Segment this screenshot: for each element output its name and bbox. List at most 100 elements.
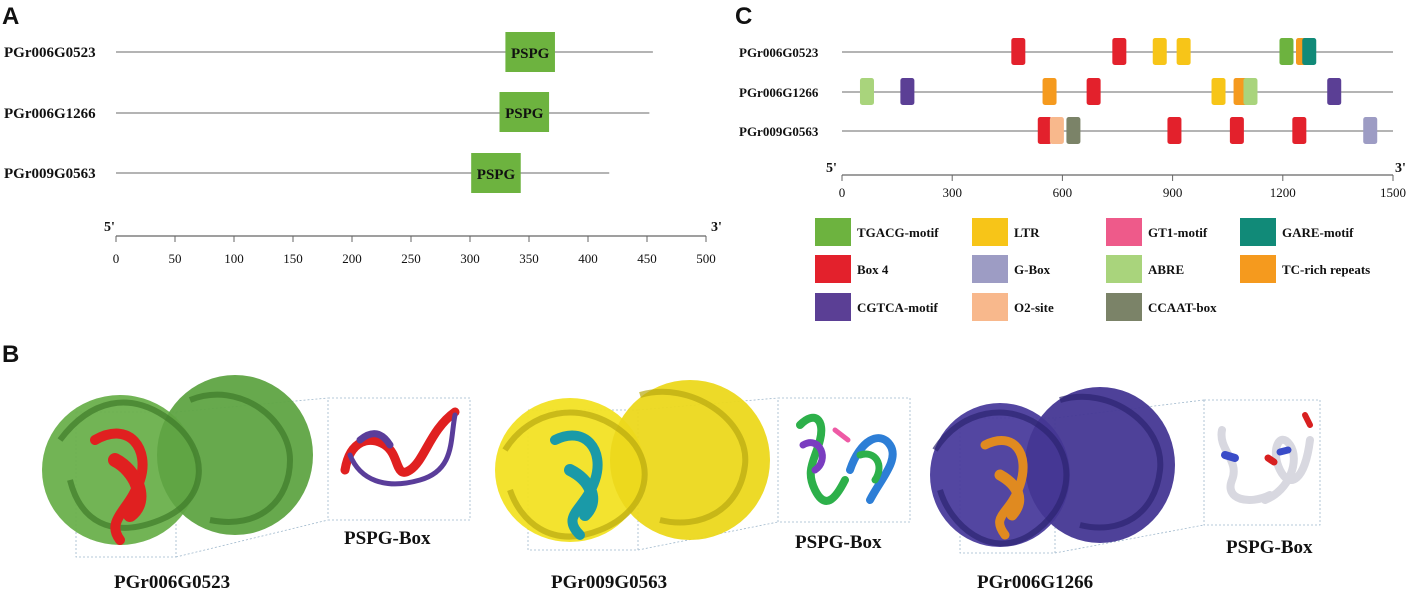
axis-tick-label: 1200 (1270, 185, 1296, 200)
legend-swatch (972, 293, 1008, 321)
axis-tick-label: 1500 (1380, 185, 1406, 200)
gene-track: PGr009G0563 PSPG (4, 153, 610, 193)
pspg-domain-label: PSPG (511, 46, 550, 62)
legend-item: O2-site (972, 293, 1054, 321)
cis-element-box-4 (1229, 117, 1244, 144)
axis-tick-label: 300 (942, 185, 962, 200)
legend-label: TGACG-motif (857, 225, 939, 240)
legend-item: GT1-motif (1106, 218, 1208, 246)
legend-label: G-Box (1014, 262, 1051, 277)
cis-element-box-4 (1086, 78, 1101, 105)
legend-swatch (1240, 255, 1276, 283)
pspg-box-ribbon (1217, 412, 1314, 504)
axis-tick-label: 200 (342, 251, 362, 266)
legend: TGACG-motif LTR GT1-motif GARE-motif Box 4 G-… (815, 218, 1370, 321)
promoter-track: PGr006G0523 (739, 38, 1393, 65)
panel-c-letter: C (735, 3, 752, 30)
cis-element-ltr (1152, 38, 1167, 65)
panel-a: A PGr006G0523 PSPG PGr006G1266 PSPG PGr0… (2, 3, 722, 266)
cis-element-box-4 (1167, 117, 1182, 144)
axis-tick-label: 100 (224, 251, 244, 266)
cis-element-box-4 (1037, 117, 1052, 144)
legend-swatch (815, 255, 851, 283)
gene-label: PGr006G1266 (739, 85, 819, 100)
pspg-box-ribbon (340, 407, 460, 487)
axis-tick-label: 600 (1053, 185, 1073, 200)
cis-elements (1011, 38, 1317, 65)
pspg-domain-label: PSPG (505, 106, 544, 122)
axis-tick-label: 900 (1163, 185, 1183, 200)
legend-swatch (1106, 218, 1142, 246)
axis-tick-label: 350 (519, 251, 539, 266)
structure-label: PGr006G0523 (114, 572, 230, 591)
axis-start-label: 5' (826, 161, 837, 176)
protein-structure: PSPG-Box PGr009G0563 (495, 380, 911, 591)
legend-label: LTR (1014, 225, 1040, 240)
cis-element-cgtca-motif (1327, 78, 1342, 105)
pspg-box-label: PSPG-Box (1226, 537, 1313, 558)
legend-item: CCAAT-box (1106, 293, 1217, 321)
pspg-box-label: PSPG-Box (344, 528, 431, 549)
pspg-domain (471, 153, 521, 193)
promoter-track: PGr006G1266 (739, 78, 1393, 105)
cis-element-box-4 (1011, 38, 1026, 65)
ribbon-model (930, 387, 1175, 547)
cis-element-gare-motif (1302, 38, 1317, 65)
gene-label: PGr006G0523 (739, 45, 819, 60)
cis-element-tgacg-motif (1279, 38, 1294, 65)
cis-element-box-4 (1292, 117, 1307, 144)
pspg-box-label: PSPG-Box (795, 532, 882, 553)
gene-track: PGr006G1266 PSPG (4, 92, 650, 132)
axis-tick-label: 50 (169, 251, 182, 266)
axis-end-label: 3' (711, 220, 722, 235)
gene-label: PGr006G1266 (4, 106, 96, 122)
legend-label: GARE-motif (1282, 225, 1354, 240)
structure-label: PGr006G1266 (977, 572, 1093, 591)
legend-label: TC-rich repeats (1282, 262, 1370, 277)
legend-swatch (1106, 255, 1142, 283)
ribbon-model (495, 380, 770, 542)
pspg-domain (499, 92, 550, 132)
pspg-box-inset (1203, 399, 1321, 526)
zoom-connector (637, 397, 779, 411)
pspg-domain-label: PSPG (477, 167, 516, 183)
gene-label: PGr009G0563 (4, 166, 96, 182)
legend-swatch (1106, 293, 1142, 321)
panel-c: C PGr006G0523 PGr006G1266 PGr009G0563 5'… (735, 3, 1406, 321)
legend-label: CGTCA-motif (857, 300, 939, 315)
cis-element-ltr (1176, 38, 1191, 65)
legend-item: G-Box (972, 255, 1051, 283)
axis-tick-label: 450 (637, 251, 657, 266)
pspg-box-ribbon (796, 413, 897, 505)
legend-item: GARE-motif (1240, 218, 1354, 246)
legend-label: CCAAT-box (1148, 300, 1217, 315)
axis-tick-label: 250 (401, 251, 421, 266)
legend-item: Box 4 (815, 255, 889, 283)
legend-label: GT1-motif (1148, 225, 1208, 240)
cis-element-abre (859, 78, 874, 105)
protein-structure: PSPG-Box PGr006G0523 (42, 375, 471, 591)
structure-label: PGr009G0563 (551, 572, 667, 591)
legend-item: TGACG-motif (815, 218, 939, 246)
cis-element-box-4 (1112, 38, 1127, 65)
legend-swatch (1240, 218, 1276, 246)
legend-swatch (972, 218, 1008, 246)
promoter-track: PGr009G0563 (739, 117, 1393, 144)
legend-item: CGTCA-motif (815, 293, 939, 321)
cis-elements (859, 78, 1342, 105)
axis-start-label: 5' (104, 220, 115, 235)
gene-track: PGr006G0523 PSPG (4, 32, 653, 72)
legend-swatch (815, 218, 851, 246)
axis-tick-label: 0 (113, 251, 120, 266)
axis-end-label: 3' (1395, 161, 1406, 176)
cis-element-o2-site (1049, 117, 1064, 144)
panel-a-letter: A (2, 3, 19, 30)
protein-structure: PSPG-Box PGr006G1266 (930, 387, 1321, 591)
cis-elements (1037, 117, 1378, 144)
cis-element-cgtca-motif (900, 78, 915, 105)
legend-swatch (815, 293, 851, 321)
ribbon-model (42, 375, 313, 545)
axis-tick-label: 300 (460, 251, 480, 266)
axis-tick-label: 0 (839, 185, 846, 200)
legend-item: LTR (972, 218, 1040, 246)
